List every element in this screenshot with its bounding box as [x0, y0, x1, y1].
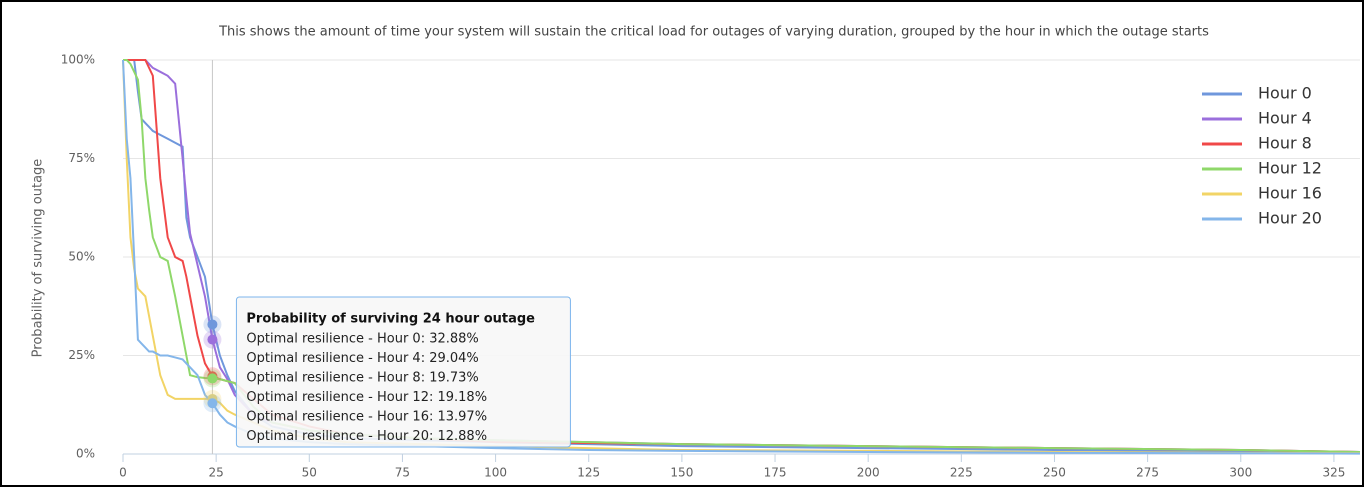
x-tick-label: 250 — [1043, 466, 1066, 480]
x-tick-label: 25 — [209, 466, 224, 480]
y-tick-label: 0% — [76, 447, 95, 461]
y-tick-label: 50% — [68, 250, 95, 264]
chart-subtitle: This shows the amount of time your syste… — [218, 25, 1209, 40]
legend-label: Hour 12 — [1258, 159, 1322, 178]
x-tick-label: 175 — [764, 466, 787, 480]
hover-marker — [207, 398, 218, 409]
y-tick-label: 25% — [68, 348, 95, 362]
x-tick-label: 0 — [119, 466, 127, 480]
hover-marker — [207, 373, 218, 384]
tooltip-box — [235, 296, 571, 448]
tooltip-title: Probability of surviving 24 hour outage — [246, 312, 535, 327]
x-tick-label: 100 — [484, 466, 507, 480]
legend-label: Hour 16 — [1258, 184, 1322, 203]
hover-marker — [207, 319, 218, 330]
legend-label: Hour 20 — [1258, 209, 1322, 228]
legend-label: Hour 8 — [1258, 134, 1312, 153]
tooltip-item: Optimal resilience - Hour 4: 29.04% — [246, 351, 478, 366]
legend-label: Hour 4 — [1258, 109, 1312, 128]
x-tick-label: 200 — [857, 466, 880, 480]
y-tick-label: 100% — [61, 53, 95, 67]
tooltip: Probability of surviving 24 hour outage O… — [235, 296, 571, 448]
tooltip-item: Optimal resilience - Hour 16: 13.97% — [246, 410, 487, 425]
tooltip-item: Optimal resilience - Hour 8: 19.73% — [246, 371, 478, 386]
x-tick-label: 225 — [950, 466, 973, 480]
x-tick-label: 325 — [1322, 466, 1345, 480]
legend-label: Hour 0 — [1258, 84, 1312, 103]
x-tick-label: 150 — [670, 466, 693, 480]
tooltip-item: Optimal resilience - Hour 0: 32.88% — [246, 332, 478, 347]
x-tick-label: 300 — [1229, 466, 1252, 480]
x-tick-label: 125 — [577, 466, 600, 480]
tooltip-item: Optimal resilience - Hour 12: 19.18% — [246, 390, 487, 405]
x-tick-label: 50 — [302, 466, 317, 480]
series-line — [122, 59, 1361, 455]
y-tick-label: 75% — [68, 151, 95, 165]
x-tick-label: 275 — [1136, 466, 1159, 480]
tooltip-item: Optimal resilience - Hour 20: 12.88% — [246, 429, 487, 444]
hover-marker — [207, 334, 218, 345]
y-axis-label: Probability of surviving outage — [31, 159, 46, 358]
x-tick-label: 75 — [395, 466, 410, 480]
